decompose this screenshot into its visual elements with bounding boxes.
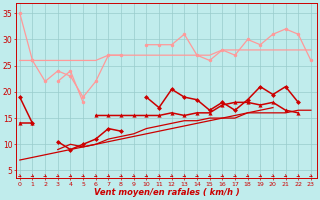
X-axis label: Vent moyen/en rafales ( km/h ): Vent moyen/en rafales ( km/h ) xyxy=(94,188,239,197)
